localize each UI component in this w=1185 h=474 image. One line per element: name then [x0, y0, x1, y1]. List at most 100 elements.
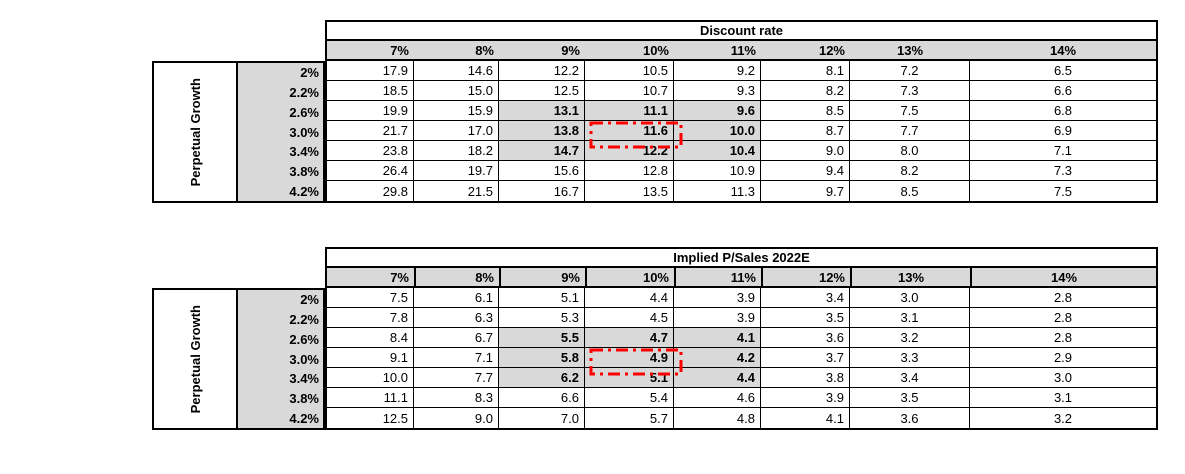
data-cell[interactable]: 5.1 [585, 368, 674, 388]
data-cell[interactable]: 7.1 [414, 348, 499, 368]
data-cell[interactable]: 11.3 [674, 181, 761, 201]
data-cell[interactable]: 11.1 [327, 388, 414, 408]
data-cell[interactable]: 5.4 [585, 388, 674, 408]
data-cell[interactable]: 11.6 [585, 121, 674, 141]
data-cell[interactable]: 18.2 [414, 141, 499, 161]
data-cell[interactable]: 5.7 [585, 408, 674, 428]
col-header[interactable]: 12% [761, 268, 850, 286]
data-cell[interactable]: 21.7 [327, 121, 414, 141]
table-title-implied-ps-2022e[interactable]: Implied P/Sales 2022E [325, 247, 1158, 268]
data-cell[interactable]: 7.5 [327, 288, 414, 308]
data-cell[interactable]: 7.0 [499, 408, 585, 428]
data-cell[interactable]: 8.3 [414, 388, 499, 408]
data-cell[interactable]: 4.4 [674, 368, 761, 388]
col-header[interactable]: 7% [390, 42, 409, 58]
data-cell[interactable]: 6.7 [414, 328, 499, 348]
data-cell[interactable]: 9.4 [761, 161, 850, 181]
data-cell[interactable]: 3.9 [674, 288, 761, 308]
col-header[interactable]: 10% [642, 42, 669, 58]
data-cell[interactable]: 12.5 [499, 81, 585, 101]
data-cell[interactable]: 4.9 [585, 348, 674, 368]
data-cell[interactable]: 13.8 [499, 121, 585, 141]
data-cell[interactable]: 3.1 [970, 388, 1156, 408]
col-header[interactable]: 13% [896, 42, 924, 58]
data-cell[interactable]: 2.8 [970, 288, 1156, 308]
data-cell[interactable]: 9.6 [674, 101, 761, 121]
row-header[interactable]: 3.0% [289, 351, 319, 367]
data-cell[interactable]: 17.9 [327, 61, 414, 81]
data-cell[interactable]: 7.1 [970, 141, 1156, 161]
data-cell[interactable]: 3.1 [850, 308, 970, 328]
data-cell[interactable]: 9.2 [674, 61, 761, 81]
row-header[interactable]: 3.4% [289, 371, 319, 387]
data-cell[interactable]: 9.0 [414, 408, 499, 428]
data-cell[interactable]: 7.3 [850, 81, 970, 101]
data-cell[interactable]: 14.7 [499, 141, 585, 161]
data-cell[interactable]: 10.0 [674, 121, 761, 141]
col-header[interactable]: 12% [818, 42, 845, 58]
data-cell[interactable]: 10.5 [585, 61, 674, 81]
data-cell[interactable]: 13.5 [585, 181, 674, 201]
data-cell[interactable]: 12.2 [585, 141, 674, 161]
data-cell[interactable]: 5.5 [499, 328, 585, 348]
data-cell[interactable]: 3.3 [850, 348, 970, 368]
row-header[interactable]: 2.2% [289, 85, 319, 101]
axis-label-cell[interactable]: Perpetual Growth [154, 63, 238, 201]
data-cell[interactable]: 2.8 [970, 328, 1156, 348]
table-title-discount-rate[interactable]: Discount rate [325, 20, 1158, 41]
row-header[interactable]: 3.8% [289, 390, 319, 406]
data-cell[interactable]: 4.7 [585, 328, 674, 348]
data-cell[interactable]: 3.0 [970, 368, 1156, 388]
data-cell[interactable]: 3.6 [850, 408, 970, 428]
data-cell[interactable]: 26.4 [327, 161, 414, 181]
data-cell[interactable]: 3.9 [674, 308, 761, 328]
col-header[interactable]: 7% [390, 269, 409, 285]
col-header[interactable]: 11% [730, 42, 756, 58]
data-cell[interactable]: 9.3 [674, 81, 761, 101]
data-cell[interactable]: 8.1 [761, 61, 850, 81]
data-cell[interactable]: 15.0 [414, 81, 499, 101]
row-header[interactable]: 4.2% [289, 410, 319, 426]
data-cell[interactable]: 8.5 [761, 101, 850, 121]
data-cell[interactable]: 4.4 [585, 288, 674, 308]
data-cell[interactable]: 3.5 [761, 308, 850, 328]
data-cell[interactable]: 10.0 [327, 368, 414, 388]
data-cell[interactable]: 7.7 [414, 368, 499, 388]
data-cell[interactable]: 8.2 [850, 161, 970, 181]
col-header[interactable]: 9% [561, 42, 580, 58]
data-cell[interactable]: 7.7 [850, 121, 970, 141]
data-cell[interactable]: 4.6 [674, 388, 761, 408]
data-cell[interactable]: 13.1 [499, 101, 585, 121]
data-cell[interactable]: 4.1 [674, 328, 761, 348]
data-cell[interactable]: 6.1 [414, 288, 499, 308]
data-cell[interactable]: 11.1 [585, 101, 674, 121]
col-header[interactable]: 11% [674, 268, 761, 286]
data-cell[interactable]: 10.4 [674, 141, 761, 161]
data-cell[interactable]: 5.8 [499, 348, 585, 368]
col-header[interactable]: 9% [499, 268, 585, 286]
data-cell[interactable]: 7.5 [850, 101, 970, 121]
data-cell[interactable]: 6.2 [499, 368, 585, 388]
data-cell[interactable]: 8.7 [761, 121, 850, 141]
data-cell[interactable]: 10.9 [674, 161, 761, 181]
data-cell[interactable]: 6.6 [499, 388, 585, 408]
data-cell[interactable]: 19.9 [327, 101, 414, 121]
data-cell[interactable]: 8.2 [761, 81, 850, 101]
row-header[interactable]: 2% [300, 292, 319, 308]
data-cell[interactable]: 4.5 [585, 308, 674, 328]
data-cell[interactable]: 9.1 [327, 348, 414, 368]
axis-label-cell[interactable]: Perpetual Growth [154, 290, 238, 428]
data-cell[interactable]: 6.8 [970, 101, 1156, 121]
data-cell[interactable]: 2.8 [970, 308, 1156, 328]
data-cell[interactable]: 7.2 [850, 61, 970, 81]
col-header[interactable]: 14% [970, 268, 1156, 286]
data-cell[interactable]: 8.4 [327, 328, 414, 348]
col-header[interactable]: 8% [475, 42, 494, 58]
data-cell[interactable]: 17.0 [414, 121, 499, 141]
row-header[interactable]: 4.2% [289, 183, 319, 199]
data-cell[interactable]: 12.8 [585, 161, 674, 181]
col-header[interactable]: 10% [585, 268, 674, 286]
data-cell[interactable]: 16.7 [499, 181, 585, 201]
data-cell[interactable]: 4.1 [761, 408, 850, 428]
data-cell[interactable]: 3.2 [850, 328, 970, 348]
